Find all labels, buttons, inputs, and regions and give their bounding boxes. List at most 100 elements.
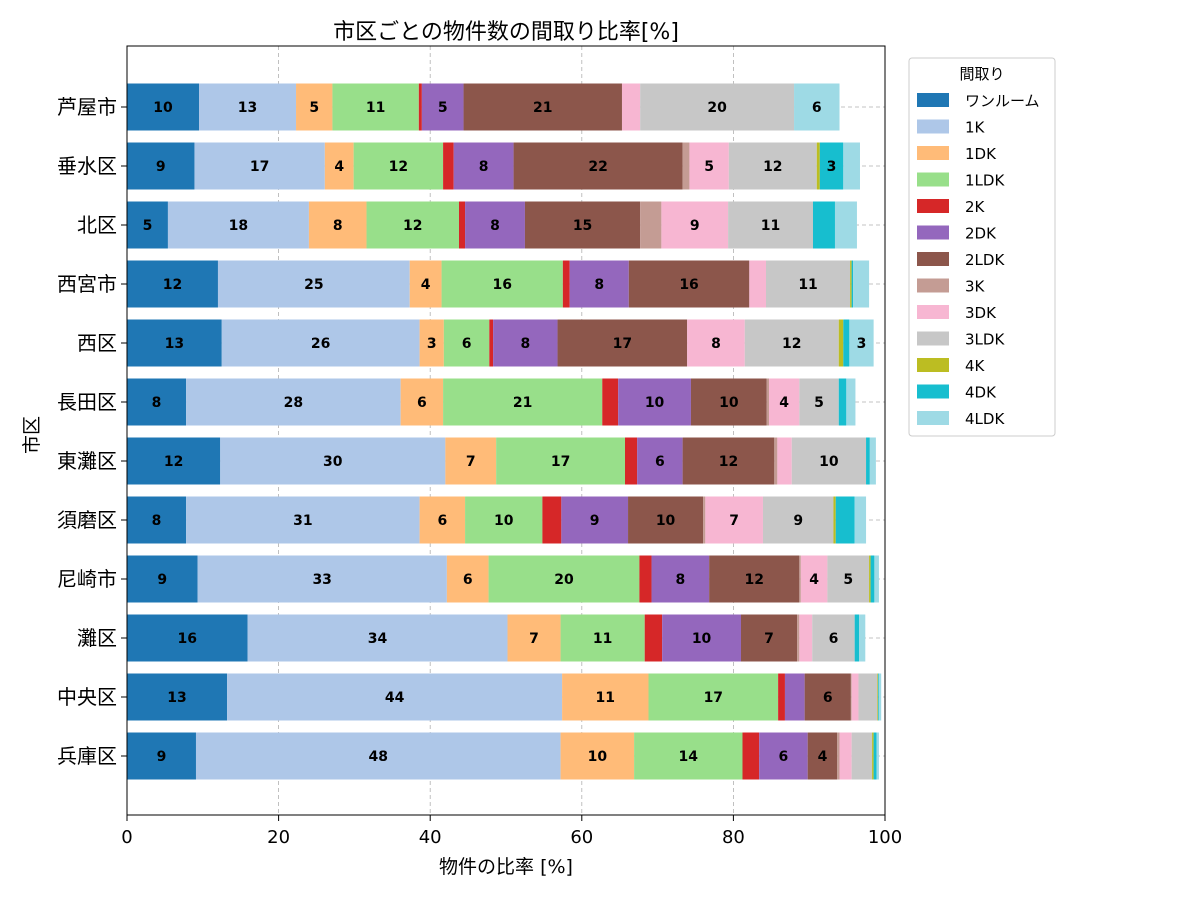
legend-entry-label: 2DK — [965, 225, 997, 243]
bar-data-label: 5 — [704, 159, 714, 175]
x-tick-label: 60 — [570, 827, 593, 848]
bar-data-label: 9 — [590, 513, 600, 529]
legend-swatch — [917, 331, 949, 346]
bar-data-label: 6 — [812, 100, 822, 116]
bar-segment — [640, 201, 662, 249]
bar-segment — [459, 201, 466, 249]
bar-segment — [644, 614, 663, 662]
bar-segment — [774, 437, 778, 485]
legend-swatch — [917, 119, 949, 134]
legend-entry-label: 2LDK — [965, 251, 1005, 269]
bar-segment — [127, 201, 168, 249]
bar-segment — [227, 673, 563, 721]
bar-segment — [728, 142, 817, 190]
bar-data-label: 12 — [163, 277, 182, 293]
legend-swatch — [917, 358, 949, 372]
bar-data-label: 6 — [829, 631, 839, 647]
bar-segment — [562, 260, 570, 308]
bar-segment — [441, 260, 563, 308]
bar-segment — [807, 732, 838, 780]
x-tick-label: 80 — [722, 827, 745, 848]
legend-swatch — [917, 278, 949, 293]
bar-segment — [217, 260, 410, 308]
bar-segment — [353, 142, 444, 190]
bar-segment — [850, 673, 852, 721]
bar-data-label: 6 — [437, 513, 447, 529]
y-axis-label: 市区 — [21, 416, 43, 454]
bar-segment — [816, 142, 820, 190]
bar-data-label: 4 — [779, 395, 789, 411]
bar-data-label: 5 — [438, 100, 448, 116]
bar-segment — [769, 378, 800, 426]
bar-segment — [784, 673, 805, 721]
bar-segment — [247, 614, 508, 662]
y-tick-label: 垂水区 — [57, 154, 117, 178]
bar-data-label: 11 — [798, 277, 817, 293]
bar-segment — [496, 437, 626, 485]
bar-segment — [877, 673, 879, 721]
y-tick-label: 尼崎市 — [57, 567, 117, 591]
x-tick-label: 20 — [267, 827, 290, 848]
bar-segment — [127, 555, 198, 603]
bar-segment — [453, 142, 514, 190]
legend-swatch — [917, 172, 949, 187]
bar-segment — [762, 496, 834, 544]
legend-swatch — [917, 93, 949, 107]
bar-data-label: 33 — [312, 572, 331, 588]
bar-data-label: 16 — [679, 277, 698, 293]
bar-data-label: 7 — [529, 631, 539, 647]
y-tick-label: 兵庫区 — [57, 744, 117, 768]
bar-data-label: 13 — [167, 690, 186, 706]
bar-segment — [127, 260, 218, 308]
bar-segment — [418, 83, 422, 131]
bar-segment — [799, 378, 839, 426]
bar-data-label: 6 — [463, 572, 473, 588]
bar-segment — [446, 555, 489, 603]
legend-frame — [908, 57, 1056, 437]
bar-segment — [445, 437, 497, 485]
bar-segment — [835, 496, 855, 544]
legend-entry-label: 4DK — [965, 384, 997, 402]
bar-data-label: 8 — [479, 159, 489, 175]
bar-data-label: 6 — [823, 690, 833, 706]
bar-data-label: 16 — [178, 631, 197, 647]
bar-segment — [127, 319, 222, 367]
bar-segment — [851, 673, 859, 721]
legend-entry-label: 3K — [965, 278, 986, 296]
bar-data-label: 9 — [156, 159, 166, 175]
bar-data-label: 6 — [779, 749, 789, 765]
bar-data-label: 14 — [679, 749, 699, 765]
bar-data-label: 12 — [782, 336, 801, 352]
bar-data-label: 10 — [153, 100, 173, 116]
bar-segment — [682, 142, 690, 190]
bar-data-label: 8 — [594, 277, 604, 293]
legend: 間取り ワンルーム 1K 1DK 1LDK 2K 2DK 2LDK 3K 3DK 3LDK 4K 4D… — [908, 57, 1056, 437]
chart-title: 市区ごとの物件数の間取り比率[%] — [333, 20, 679, 45]
y-tick-label: 芦屋市 — [57, 95, 117, 119]
bar-segment — [749, 260, 766, 308]
bar-segment — [296, 83, 333, 131]
bar-segment — [127, 732, 196, 780]
bar-data-label: 22 — [588, 159, 607, 175]
bar-segment — [837, 732, 840, 780]
bar-data-label: 21 — [513, 395, 532, 411]
bar-data-label: 48 — [369, 749, 388, 765]
x-axis-label: 物件の比率 [%] — [439, 856, 573, 878]
bar-segment — [819, 142, 844, 190]
bar-data-label: 30 — [323, 454, 343, 470]
bar-data-label: 13 — [238, 100, 257, 116]
bar-segment — [443, 378, 603, 426]
bar-segment — [872, 732, 874, 780]
bar-segment — [843, 319, 850, 367]
bar-segment — [869, 437, 876, 485]
bar-data-label: 9 — [157, 749, 167, 765]
bar-data-label: 17 — [704, 690, 723, 706]
legend-swatch — [917, 225, 949, 240]
x-tick-label: 100 — [868, 827, 902, 848]
bar-segment — [651, 555, 710, 603]
bar-segment — [709, 555, 800, 603]
y-tick-label: 西宮市 — [57, 272, 117, 296]
bar-segment — [778, 673, 785, 721]
bar-segment — [524, 201, 641, 249]
bar-segment — [489, 319, 494, 367]
